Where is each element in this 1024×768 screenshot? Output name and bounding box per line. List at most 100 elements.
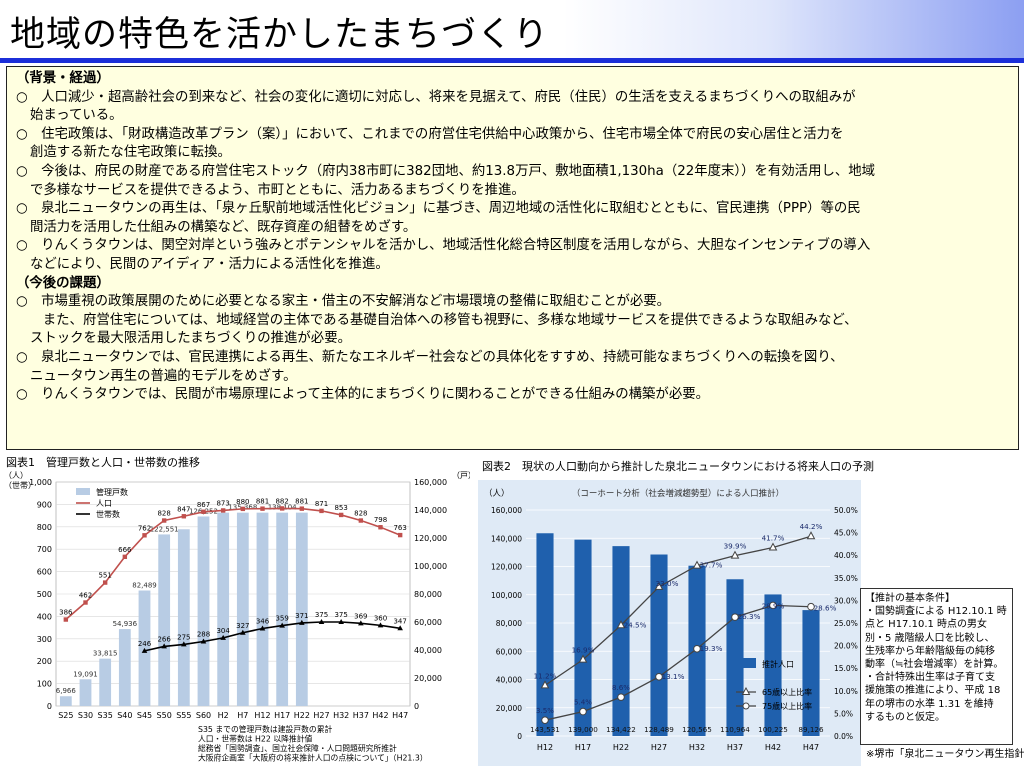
- chart1-left-tick: 0: [47, 702, 52, 711]
- chart1-households-point: [358, 620, 364, 626]
- chart1-households-point: [338, 619, 344, 624]
- chart1-right-tick: 100,000: [414, 562, 447, 571]
- paragraph-line: で多様なサービスを提供できるよう、市町とともに、活力あるまちづくりを推進。: [30, 182, 525, 198]
- chart1-households-label: 360: [374, 614, 387, 622]
- paragraph-line: ニュータウン再生の普遍的モデルをめざす。: [30, 368, 297, 384]
- chart1-left-tick: 900: [37, 500, 52, 509]
- section-heading: （今後の課題）: [16, 275, 110, 291]
- chart1-right-tick: 140,000: [414, 506, 447, 515]
- chart2-aged75-line: [544, 604, 812, 721]
- chart1-left-unit2: （世帯）: [4, 480, 36, 490]
- chart1-footnote: 大阪府企画室「大阪府の将来推計人口の点検について」（H21.3）: [198, 753, 428, 763]
- chart1-x-tick: H2: [218, 711, 229, 720]
- chart1-households-label: 346: [256, 617, 270, 625]
- chart1-bar: [197, 516, 210, 706]
- chart2-aged75-point: [541, 716, 549, 724]
- chart1-population-label: 762: [138, 524, 151, 532]
- chart2-aged65-label: 44.2%: [800, 522, 823, 531]
- chart1-population-point: [299, 506, 305, 511]
- chart1-x-tick: H47: [392, 711, 408, 720]
- chart2-aged65-label: 33.0%: [656, 579, 679, 588]
- chart1-x-tick: H32: [333, 711, 349, 720]
- chart1-left-tick: 400: [37, 612, 52, 621]
- chart2-bar: [574, 539, 592, 736]
- chart2-left-tick: 40,000: [496, 676, 522, 685]
- chart2-left-tick: 60,000: [496, 647, 522, 656]
- chart1-households-label: 327: [236, 622, 249, 630]
- chart2-bar-label: 110,964: [720, 725, 750, 734]
- chart1-population-point: [260, 506, 265, 511]
- chart1-population-point: [358, 518, 364, 523]
- chart2-bar: [726, 579, 744, 736]
- paragraph-line: 創造する新たな住宅政策に転換。: [30, 145, 231, 161]
- chart2-legend-75-marker: [742, 702, 750, 710]
- chart2-bar-label: 134,422: [606, 725, 636, 734]
- chart2-bar: [802, 610, 820, 736]
- chart1-population-label: 828: [157, 510, 170, 518]
- paragraph-line: ○ 人口減少・超高齢社会の到来など、社会の変化に適切に対応し、将来を見据えて、府…: [16, 89, 856, 105]
- chart1-x-tick: H22: [294, 711, 310, 720]
- paragraph-line: などにより、民間のアイディア・活力による活性化を推進。: [30, 256, 389, 272]
- chart1-x-tick: H37: [353, 711, 369, 720]
- chart1-legend-bar-swatch: [76, 488, 90, 495]
- paragraph-line: ○ 今後は、府民の財産である府営住宅ストック（府内38市町に382団地、約13.…: [16, 163, 876, 179]
- chart2-aged65-label: 37.7%: [700, 561, 723, 570]
- chart2-right-tick: 10.0%: [834, 687, 858, 696]
- chart2-aged65-label: 16.9%: [572, 646, 595, 655]
- paragraph-line: 始まっている。: [30, 108, 123, 124]
- chart2-aged65-label: 39.9%: [724, 542, 747, 551]
- chart1-households-point: [259, 625, 266, 631]
- chart2-aged65-point: [692, 560, 702, 569]
- chart2-bar-label: 143,531: [530, 725, 560, 734]
- chart2-aged65-line: [544, 535, 812, 686]
- chart1-population-label: 881: [295, 498, 308, 506]
- note-line: ・合計特殊出生率は子育て支: [865, 672, 995, 684]
- chart1-bar-label: 19,091: [73, 670, 98, 678]
- paragraph-line: ○ 市場重視の政策展開のために必要となる家主・借主の不安解消など市場環境の整備に…: [16, 294, 671, 310]
- note-line: 点と H17.10.1 時点の男女: [865, 619, 988, 631]
- chart1-population-point: [279, 506, 285, 511]
- chart1-x-tick: H17: [274, 711, 290, 720]
- chart1-bar-label: 122,551: [150, 525, 179, 533]
- chart1-households-label: 369: [354, 612, 367, 620]
- chart2-x-tick: H42: [765, 743, 781, 752]
- chart1-population-label: 666: [118, 546, 132, 554]
- chart1-bar: [256, 512, 269, 706]
- chart1-bar: [177, 529, 190, 706]
- chart1-population-label: 867: [197, 501, 210, 509]
- chart2-legend-label: 推計人口: [762, 659, 794, 669]
- chart1-x-tick: S40: [117, 711, 132, 720]
- chart2-legend-label: 65歳以上比率: [762, 687, 812, 697]
- chart2-aged65-label: 41.7%: [762, 534, 785, 543]
- chart1-population-label: 847: [177, 505, 190, 513]
- chart2-left-tick: 0: [517, 732, 522, 741]
- chart2-aged65-point: [806, 531, 816, 540]
- chart2-bar: [764, 594, 782, 736]
- chart1-x-tick: S50: [157, 711, 172, 720]
- chart2-aged75-label: 13.1%: [662, 672, 685, 681]
- chart1-bar-label: 82,489: [132, 582, 157, 590]
- chart1-x-tick: S35: [98, 711, 113, 720]
- chart2-aged75-point: [807, 602, 815, 611]
- chart1-x-tick: H12: [254, 711, 270, 720]
- chart1-population-point: [102, 580, 108, 585]
- chart1-bar: [59, 696, 72, 706]
- chart1-population-label: 386: [59, 609, 73, 617]
- chart1-population-label: 828: [354, 510, 367, 518]
- chart1-right-tick: 20,000: [414, 674, 442, 683]
- chart2-aged65-point: [540, 680, 550, 689]
- chart1-bar: [118, 629, 131, 706]
- chart1-bar: [236, 512, 249, 706]
- chart1-population-point: [240, 506, 246, 512]
- chart1-population-point: [378, 525, 383, 530]
- chart2-bar-label: 100,225: [758, 725, 788, 734]
- chart1-population-label: 880: [236, 498, 249, 506]
- paragraph-line: 間活力を活用した仕組みの構築など、既存資産の組替をめざす。: [30, 219, 417, 235]
- paragraph-line: ストックを最大限活用したまちづくりの推進が必要。: [30, 331, 351, 347]
- chart1-households-point: [279, 622, 285, 628]
- chart2-legend-label: 75歳以上比率: [762, 701, 812, 711]
- chart2-aged75-point: [769, 601, 777, 610]
- chart2-source: ※堺市「泉北ニュータウン再生指針」: [866, 749, 1024, 760]
- chart1-left-tick: 600: [37, 568, 52, 577]
- chart2-aged75-label: 8.6%: [612, 683, 630, 692]
